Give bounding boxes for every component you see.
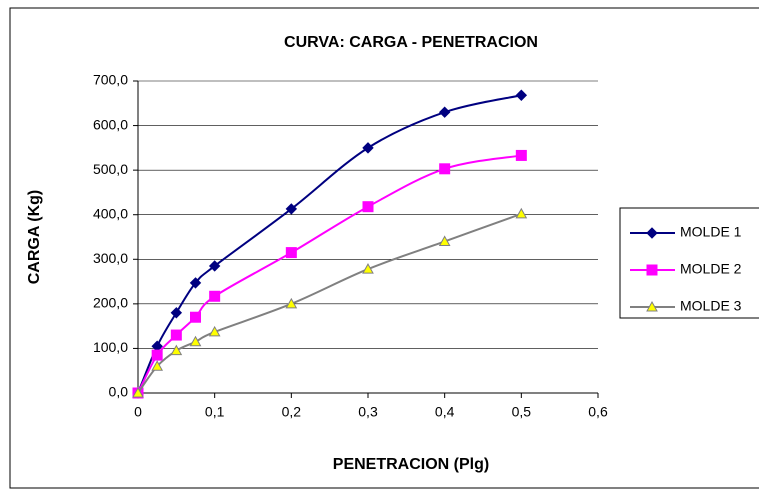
x-tick-label: 0,5 [512, 404, 532, 420]
y-tick-label: 0,0 [109, 384, 129, 400]
x-tick-label: 0,4 [435, 404, 455, 420]
y-tick-label: 100,0 [93, 339, 128, 355]
data-point [362, 201, 374, 213]
data-point [170, 329, 182, 341]
data-point [515, 89, 528, 101]
series-line [137, 94, 522, 394]
data-point [438, 235, 451, 246]
data-point [515, 149, 527, 161]
data-point [208, 325, 221, 337]
data-point [439, 163, 451, 175]
data-point [285, 203, 298, 215]
legend-box [619, 207, 759, 319]
data-point [515, 207, 528, 219]
data-point [208, 260, 221, 272]
data-point [170, 344, 183, 356]
y-tick-label: 200,0 [93, 295, 128, 311]
data-point [438, 106, 451, 118]
y-tick-label: 400,0 [93, 205, 128, 221]
data-point [189, 277, 202, 289]
legend-label: MOLDE 3 [680, 298, 742, 314]
y-tick-label: 300,0 [93, 250, 128, 266]
x-axis-label: PENETRACION (Plg) [333, 456, 489, 473]
legend-marker [646, 300, 658, 312]
data-point [285, 297, 298, 309]
data-point [189, 335, 202, 347]
legend-label: MOLDE 1 [680, 224, 742, 240]
y-tick-label: 700,0 [93, 72, 128, 88]
data-point [362, 142, 374, 154]
x-tick-label: 0,2 [282, 404, 302, 420]
series-line [137, 154, 522, 394]
y-tick-label: 600,0 [93, 116, 128, 132]
legend-marker [646, 264, 658, 276]
legend-label: MOLDE 2 [680, 261, 742, 277]
series-line [137, 212, 522, 394]
y-tick-label: 500,0 [93, 161, 128, 177]
chart-title: CURVA: CARGA - PENETRACION [284, 34, 538, 51]
data-point [151, 360, 164, 371]
data-point [132, 386, 144, 398]
x-tick-label: 0 [134, 404, 142, 420]
data-point [190, 311, 201, 323]
x-tick-label: 0,1 [205, 404, 225, 420]
data-point [362, 263, 374, 274]
legend-marker [646, 227, 658, 239]
x-tick-label: 0,6 [588, 404, 608, 420]
data-point [151, 349, 163, 361]
y-axis-label: CARGA (Kg) [26, 190, 43, 285]
data-point [209, 290, 221, 302]
data-point [285, 247, 297, 259]
x-tick-label: 0,3 [358, 404, 378, 420]
data-point [170, 307, 183, 319]
